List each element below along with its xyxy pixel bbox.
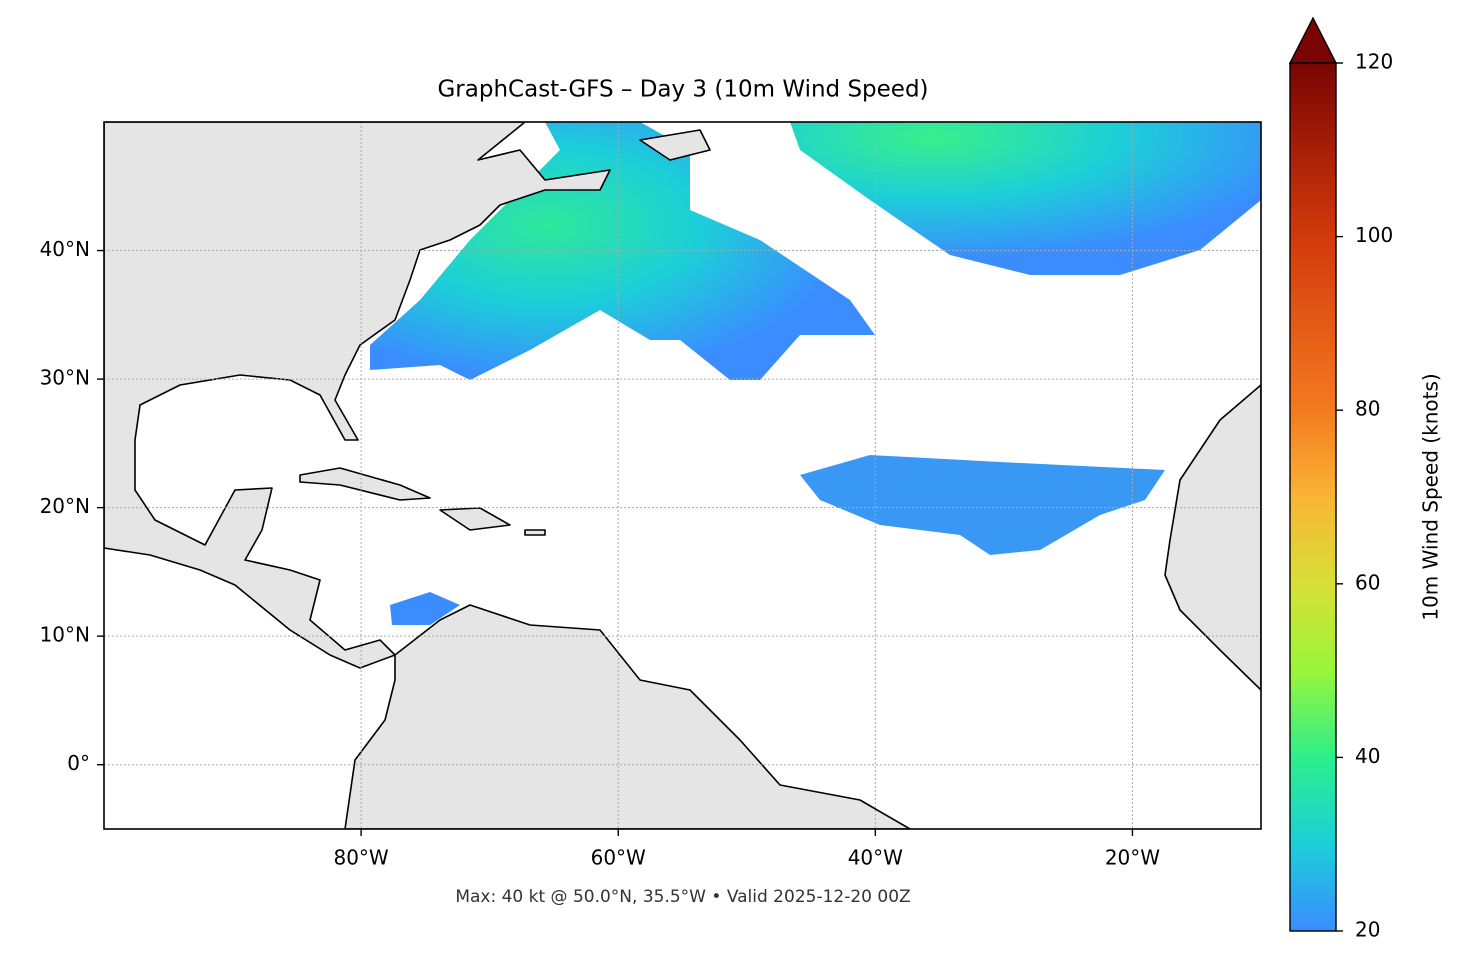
y-tick-label: 30°N — [40, 366, 90, 390]
x-tick-label: 80°W — [333, 846, 388, 870]
map-layer — [104, 122, 1261, 829]
grid — [104, 122, 1261, 829]
x-tick-label: 60°W — [591, 846, 646, 870]
colorbar-tick-label: 40 — [1355, 744, 1380, 768]
colorbar — [1290, 63, 1336, 931]
footnote: Max: 40 kt @ 50.0°N, 35.5°W • Valid 2025… — [455, 887, 910, 907]
colorbar-frame — [1289, 62, 1337, 932]
wind-area — [790, 122, 1261, 275]
land — [1164, 384, 1261, 691]
colorbar-tick-label: 100 — [1355, 223, 1393, 247]
colorbar-tick-label: 120 — [1355, 50, 1393, 74]
colorbar-label: 10m Wind Speed (knots) — [1419, 373, 1443, 620]
y-tick-label: 10°N — [40, 623, 90, 647]
wind-area — [390, 592, 460, 625]
x-tick-label: 40°W — [848, 846, 903, 870]
colorbar-tick-label: 60 — [1355, 570, 1380, 594]
colorbar-tick-label: 80 — [1355, 397, 1380, 421]
land — [639, 129, 711, 161]
chart-title: GraphCast-GFS – Day 3 (10m Wind Speed) — [437, 77, 928, 103]
x-tick-label: 20°W — [1105, 846, 1160, 870]
land — [439, 507, 511, 531]
wind-area — [800, 455, 1165, 555]
y-tick-label: 20°N — [40, 494, 90, 518]
land — [344, 604, 911, 829]
wind-area — [370, 122, 875, 380]
colorbar-tick-label: 20 — [1355, 918, 1380, 942]
colorbar-extend — [1288, 16, 1338, 64]
land — [299, 467, 431, 501]
land — [104, 122, 611, 669]
y-tick-label: 40°N — [40, 237, 90, 261]
land — [524, 529, 546, 536]
plot-frame — [103, 121, 1262, 830]
y-tick-label: 0° — [67, 751, 90, 775]
